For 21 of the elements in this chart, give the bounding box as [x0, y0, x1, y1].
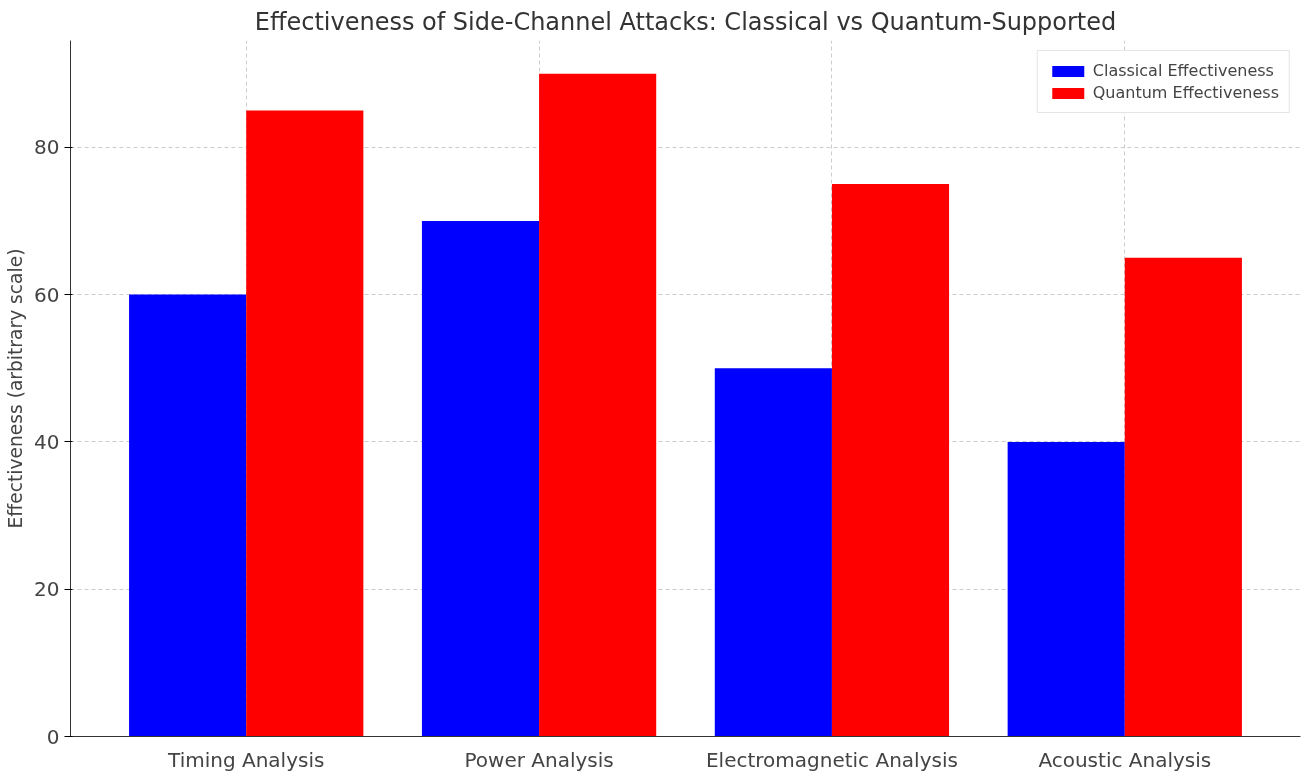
legend-label: Quantum Effectiveness: [1092, 83, 1279, 102]
y-axis-title: Effectiveness (arbitrary scale): [5, 248, 27, 529]
legend-label: Classical Effectiveness: [1092, 61, 1274, 80]
bar: [539, 73, 657, 737]
x-tick-label: Electromagnetic Analysis: [705, 747, 958, 772]
x-tick-label: Power Analysis: [464, 747, 614, 772]
x-tick-label: Acoustic Analysis: [1038, 747, 1212, 772]
y-tick-label: 60: [34, 282, 60, 307]
bar: [421, 220, 540, 737]
x-tick-label: Timing Analysis: [167, 747, 325, 772]
bar: [246, 110, 364, 737]
bar: [1007, 441, 1125, 737]
bar: [129, 294, 247, 737]
bar: [1124, 257, 1242, 737]
bar: [831, 184, 950, 737]
bar: [714, 368, 832, 737]
y-tick-label: 0: [46, 724, 60, 749]
chart-title: Effectiveness of Side-Channel Attacks: Classical vs Quantum-Supported: [254, 7, 1117, 36]
y-tick-label: 40: [34, 429, 60, 454]
y-tick-label: 20: [34, 577, 60, 602]
y-tick-label: 80: [34, 135, 60, 160]
